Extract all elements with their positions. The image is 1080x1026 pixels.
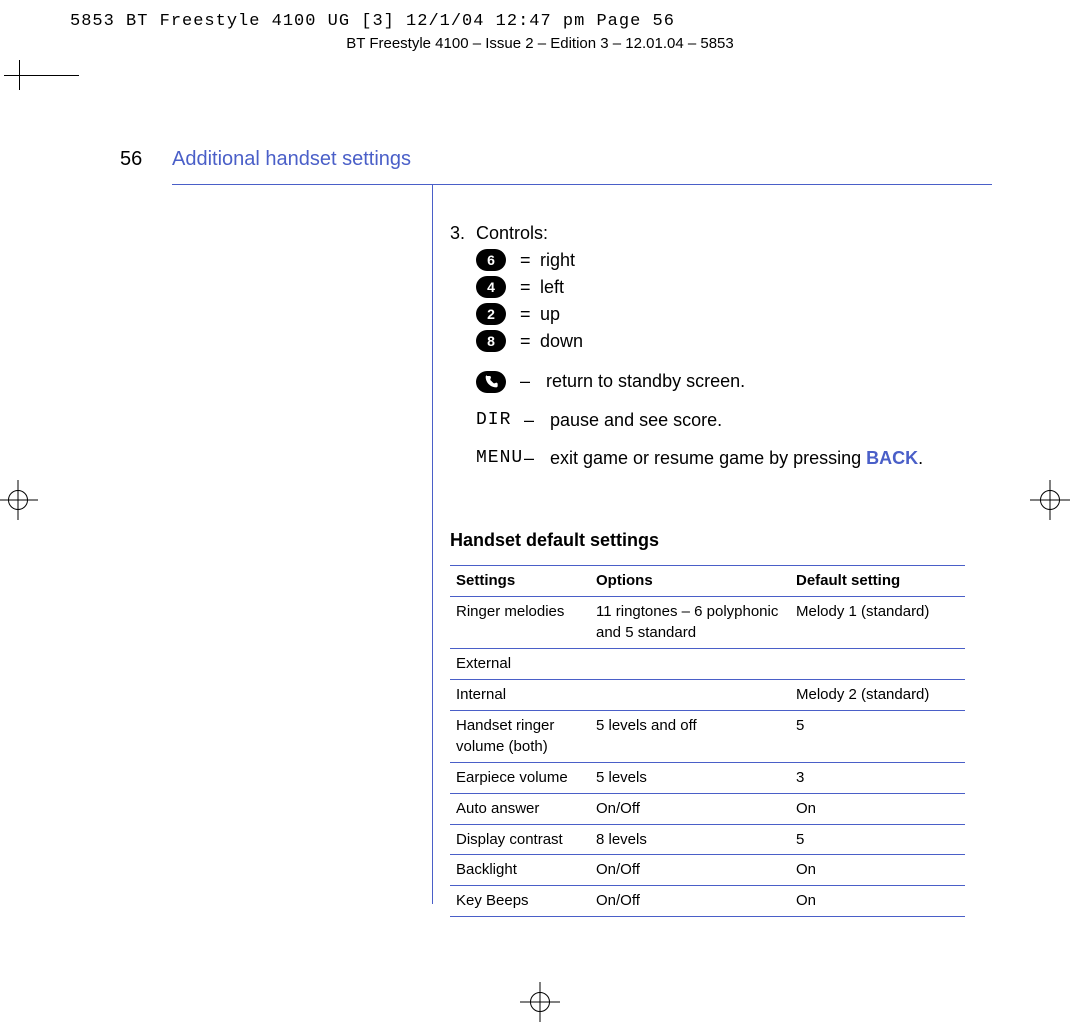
table-row: Key BeepsOn/OffOn xyxy=(450,886,965,917)
table-row: Auto answerOn/OffOn xyxy=(450,793,965,824)
key-action: left xyxy=(540,274,564,300)
table-cell: Internal xyxy=(450,679,590,710)
table-header: Settings xyxy=(450,565,590,596)
table-cell: Display contrast xyxy=(450,824,590,855)
table-cell: Earpiece volume xyxy=(450,763,590,794)
keycap-icon: 8 xyxy=(476,330,506,352)
table-cell: Ringer melodies xyxy=(450,596,590,649)
crop-line-top xyxy=(19,75,79,76)
equals: = xyxy=(520,247,540,273)
equals: = xyxy=(520,301,540,327)
table-cell: Melody 2 (standard) xyxy=(790,679,965,710)
registration-mark-right xyxy=(1030,480,1070,520)
registration-mark-bottom xyxy=(520,982,560,1022)
registration-mark-left xyxy=(0,480,38,520)
menu-text-pre: exit game or resume game by pressing xyxy=(550,448,866,468)
control-menu-row: MENU – exit game or resume game by press… xyxy=(476,445,980,471)
table-row: Handset ringer volume (both)5 levels and… xyxy=(450,710,965,763)
dash: – xyxy=(524,407,550,433)
table-cell: On xyxy=(790,886,965,917)
vertical-rule xyxy=(432,184,433,904)
control-key-row: 8 =down xyxy=(476,328,980,354)
table-cell: External xyxy=(450,649,590,680)
controls-heading: 3. Controls: xyxy=(450,220,980,246)
control-key-row: 2 =up xyxy=(476,301,980,327)
table-cell: 5 levels and off xyxy=(590,710,790,763)
print-slug: 5853 BT Freestyle 4100 UG [3] 12/1/04 12… xyxy=(70,12,675,31)
table-cell xyxy=(590,649,790,680)
dir-label: DIR xyxy=(476,407,524,433)
section-rule xyxy=(172,184,992,185)
table-cell: 5 levels xyxy=(590,763,790,794)
table-row: BacklightOn/OffOn xyxy=(450,855,965,886)
keycap-icon: 4 xyxy=(476,276,506,298)
table-cell: Melody 1 (standard) xyxy=(790,596,965,649)
key-action: down xyxy=(540,328,583,354)
table-cell: 3 xyxy=(790,763,965,794)
menu-label: MENU xyxy=(476,445,524,471)
menu-text-bold: BACK xyxy=(866,448,918,468)
control-phone-row: – return to standby screen. xyxy=(476,368,980,394)
keycap-icon: 2 xyxy=(476,303,506,325)
table-cell xyxy=(790,649,965,680)
phone-icon xyxy=(476,371,506,393)
table-cell: On/Off xyxy=(590,793,790,824)
table-header: Options xyxy=(590,565,790,596)
table-cell: Backlight xyxy=(450,855,590,886)
equals: = xyxy=(520,328,540,354)
control-key-row: 6 =right xyxy=(476,247,980,273)
controls-label: Controls: xyxy=(476,220,548,246)
settings-table: SettingsOptionsDefault setting Ringer me… xyxy=(450,565,965,917)
table-cell: On xyxy=(790,855,965,886)
equals: = xyxy=(520,274,540,300)
table-header: Default setting xyxy=(790,565,965,596)
dash: – xyxy=(520,368,546,394)
table-cell: 8 levels xyxy=(590,824,790,855)
table-cell: On/Off xyxy=(590,855,790,886)
table-cell: Handset ringer volume (both) xyxy=(450,710,590,763)
phone-text: return to standby screen. xyxy=(546,368,745,394)
key-action: right xyxy=(540,247,575,273)
list-number: 3. xyxy=(450,220,476,246)
menu-text: exit game or resume game by pressing BAC… xyxy=(550,445,923,471)
table-row: Display contrast8 levels5 xyxy=(450,824,965,855)
dash: – xyxy=(524,445,550,471)
table-row: External xyxy=(450,649,965,680)
control-dir-row: DIR – pause and see score. xyxy=(476,407,980,433)
print-footer-line: BT Freestyle 4100 – Issue 2 – Edition 3 … xyxy=(0,35,1080,52)
table-row: Ringer melodies11 ringtones – 6 polyphon… xyxy=(450,596,965,649)
table-cell: 5 xyxy=(790,710,965,763)
page-number: 56 xyxy=(120,148,142,171)
menu-text-post: . xyxy=(918,448,923,468)
table-cell: 5 xyxy=(790,824,965,855)
table-cell xyxy=(590,679,790,710)
key-action: up xyxy=(540,301,560,327)
table-cell: Key Beeps xyxy=(450,886,590,917)
control-key-row: 4 =left xyxy=(476,274,980,300)
table-cell: On/Off xyxy=(590,886,790,917)
table-row: Internal Melody 2 (standard) xyxy=(450,679,965,710)
table-cell: On xyxy=(790,793,965,824)
table-row: Earpiece volume5 levels3 xyxy=(450,763,965,794)
section-title: Additional handset settings xyxy=(172,148,411,171)
main-content: 3. Controls: 6=right4=left2=up8=down – r… xyxy=(450,220,980,917)
subheading-default-settings: Handset default settings xyxy=(450,527,980,553)
dir-text: pause and see score. xyxy=(550,407,722,433)
table-cell: Auto answer xyxy=(450,793,590,824)
table-cell: 11 ringtones – 6 polyphonic and 5 standa… xyxy=(590,596,790,649)
keycap-icon: 6 xyxy=(476,249,506,271)
